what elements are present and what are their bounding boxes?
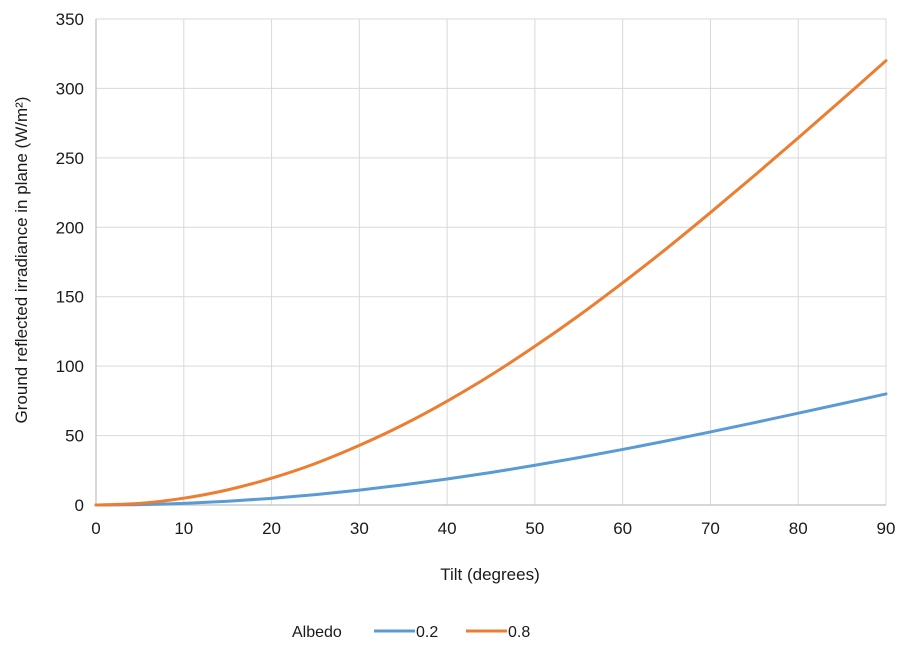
y-tick-label: 50 — [65, 427, 84, 446]
y-tick-label: 100 — [56, 357, 84, 376]
y-tick-label: 250 — [56, 149, 84, 168]
tick-labels: 0 10 20 30 40 50 60 70 80 90 0 50 100 150 200 250 300 350 — [56, 10, 896, 538]
y-tick-label: 200 — [56, 218, 84, 237]
axes — [95, 19, 886, 506]
x-tick-label: 20 — [262, 519, 281, 538]
x-tick-label: 90 — [877, 519, 896, 538]
x-tick-label: 80 — [789, 519, 808, 538]
legend: Albedo 0.2 0.8 — [292, 624, 530, 641]
legend-entry: 0.2 — [416, 624, 438, 641]
y-axis-title: Ground reflected irradiance in plane (W/… — [12, 97, 31, 424]
x-tick-label: 40 — [438, 519, 457, 538]
x-tick-label: 0 — [91, 519, 100, 538]
x-tick-label: 50 — [525, 519, 544, 538]
legend-title: Albedo — [292, 624, 342, 641]
x-axis-title: Tilt (degrees) — [440, 565, 540, 584]
x-tick-label: 60 — [613, 519, 632, 538]
x-tick-label: 10 — [174, 519, 193, 538]
series-line-0.2 — [94, 392, 888, 507]
x-tick-label: 70 — [701, 519, 720, 538]
y-tick-label: 150 — [56, 288, 84, 307]
y-tick-label: 0 — [75, 496, 84, 515]
grid — [96, 18, 887, 505]
y-tick-label: 350 — [56, 10, 84, 29]
series-line-0.8 — [94, 59, 888, 507]
legend-entry: 0.8 — [508, 624, 530, 641]
y-tick-label: 300 — [56, 79, 84, 98]
series-lines — [94, 59, 888, 507]
x-tick-label: 30 — [350, 519, 369, 538]
